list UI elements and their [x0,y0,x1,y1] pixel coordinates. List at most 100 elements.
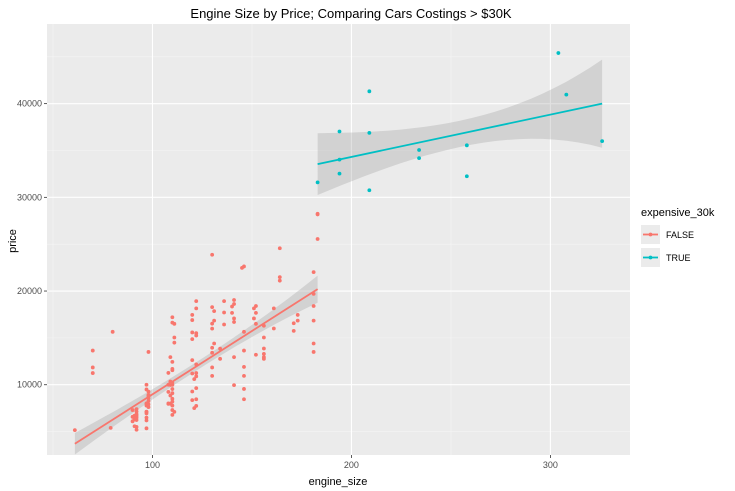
x-tick-label: 100 [145,460,160,470]
data-point [210,345,215,350]
data-point [242,397,246,402]
data-point [291,321,296,326]
y-tick-label: 40000 [17,99,42,109]
grid-lines [47,24,630,455]
data-point [210,321,215,326]
data-point [242,387,246,391]
data-point [172,410,177,414]
data-point [232,298,236,302]
data-point [170,412,175,417]
data-point [252,316,256,321]
data-point [144,418,149,423]
data-point [190,337,195,342]
data-point [222,322,226,327]
axes: 100 200 300 10000 20000 30000 40000 [17,99,558,470]
data-point [190,318,195,322]
data-point [170,387,175,391]
data-point [146,399,151,404]
data-point [242,264,246,269]
data-point [367,89,372,94]
data-point [190,371,195,376]
data-point [146,394,151,399]
data-point [166,390,171,394]
data-point [242,365,246,369]
legend: expensive_30k FALSE TRUE [641,207,715,267]
data-point [261,346,266,351]
data-point [170,359,175,364]
data-point [232,316,236,321]
data-point [232,302,236,306]
data-point [172,340,177,345]
data-point [600,139,605,144]
data-point [242,373,246,378]
data-point [315,237,320,241]
data-point [261,335,266,340]
data-point [311,350,316,354]
data-point [194,331,199,336]
data-point [311,270,316,275]
data-point [311,318,316,323]
data-point [170,391,175,396]
data-point [230,304,234,309]
data-point [218,346,223,351]
data-point [222,310,226,315]
data-point [146,402,151,407]
y-tick-label: 20000 [17,286,42,296]
data-points [72,51,605,433]
data-point [232,383,236,388]
data-point [172,321,177,326]
y-tick-label: 10000 [17,380,42,390]
data-point [170,403,175,408]
data-point [194,371,199,375]
data-point [210,350,215,355]
data-point [315,180,320,185]
data-point [166,371,171,375]
data-point [146,389,151,394]
confidence-band [317,59,603,195]
data-point [254,304,258,308]
data-point [194,299,199,304]
legend-label: FALSE [666,230,694,240]
data-point [277,278,282,283]
data-point [261,351,266,356]
data-point [190,398,195,403]
data-point [144,382,149,387]
data-point [194,374,199,379]
data-point [464,174,469,179]
data-point [277,275,282,280]
data-point [311,291,316,296]
data-point [564,92,569,97]
data-point [337,171,342,176]
data-point [170,399,175,404]
data-point [72,428,77,433]
data-point [232,355,236,360]
data-point [108,425,113,430]
data-point [134,427,139,432]
data-point [168,355,173,360]
data-point [190,330,195,335]
data-point [194,362,199,367]
data-point [311,304,316,308]
data-point [311,341,316,346]
data-point [261,323,266,328]
data-point [170,315,175,320]
data-point [295,313,300,317]
data-point [194,404,199,408]
data-point [271,306,276,311]
data-point [194,397,199,402]
data-point [212,309,217,313]
data-point [190,358,195,362]
data-point [261,355,266,360]
data-point [254,352,258,357]
y-tick-label: 30000 [17,192,42,202]
data-point [367,130,372,135]
data-point [242,348,246,353]
data-point [315,211,320,216]
data-point [130,408,135,412]
data-point [417,148,421,152]
data-point [254,310,258,315]
data-point [134,407,139,412]
legend-title: expensive_30k [641,207,715,219]
data-point [110,329,115,334]
